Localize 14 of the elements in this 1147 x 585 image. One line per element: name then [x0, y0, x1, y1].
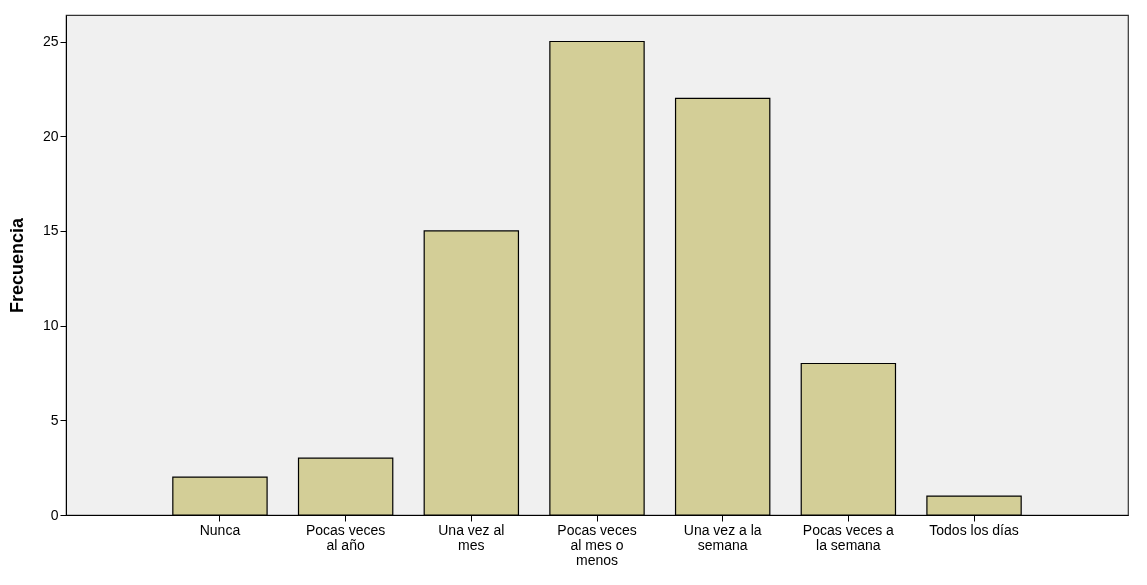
y-tick-label: 25: [42, 33, 59, 50]
x-tick-label: Nunca: [199, 521, 241, 538]
y-tick-label: 20: [42, 127, 59, 144]
y-tick-label: 10: [42, 317, 59, 334]
y-axis-title: Frecuencia: [6, 216, 27, 314]
y-tick-label: 0: [50, 506, 59, 523]
y-tick-label: 15: [42, 222, 59, 239]
x-tick-label: Una vez al mes: [438, 521, 505, 553]
x-tick-label: Pocas veces al año: [305, 521, 386, 553]
x-tick-label: Todos los días: [929, 521, 1019, 538]
x-tick-label: Pocas veces al mes o menos: [557, 521, 637, 568]
x-tick-label: Pocas veces a la semana: [802, 521, 895, 553]
x-tick-label: Una vez a la semana: [683, 521, 762, 553]
y-tick-label: 5: [50, 411, 59, 428]
